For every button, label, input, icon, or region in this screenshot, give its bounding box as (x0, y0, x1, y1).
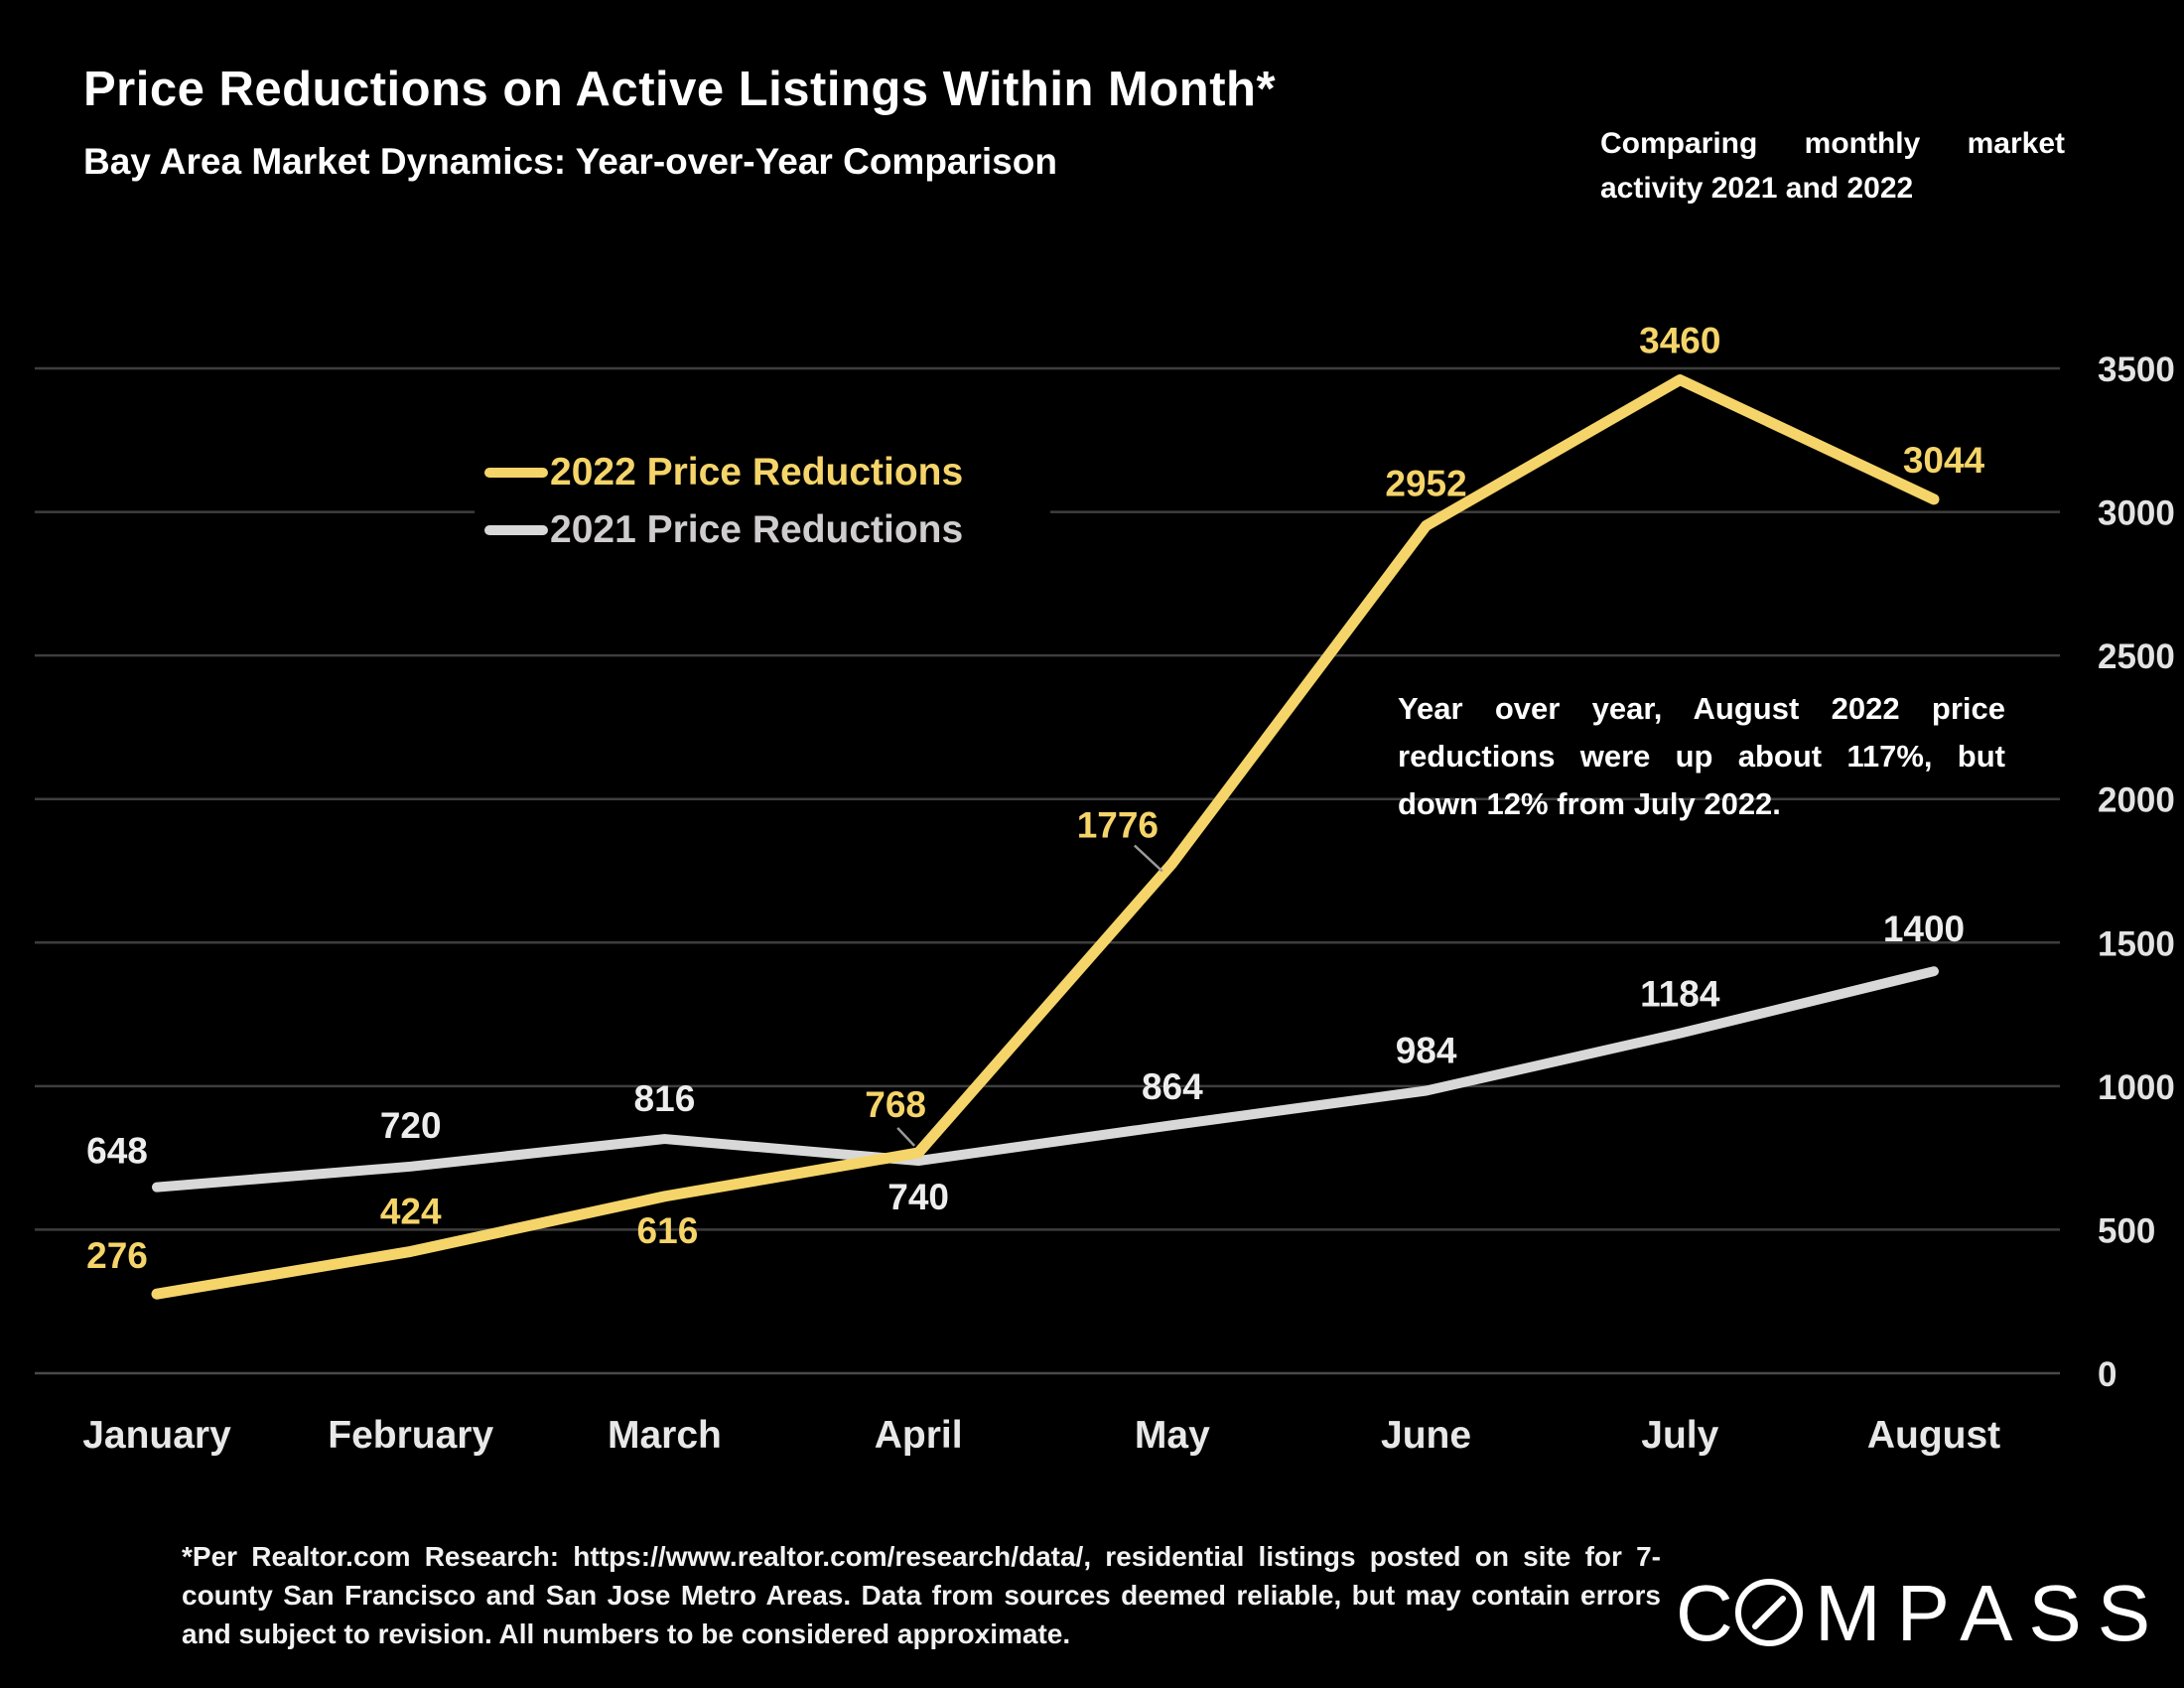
data-label-2022: 616 (637, 1210, 699, 1251)
y-tick-label: 2000 (2098, 781, 2175, 820)
footer-disclaimer: *Per Realtor.com Research: https://www.r… (182, 1541, 1661, 1650)
x-axis-label: May (1135, 1414, 1210, 1457)
x-axis-label: July (1641, 1414, 1718, 1457)
series-2022-swatch-icon (484, 468, 548, 478)
compass-logo: C MPASS (1676, 1569, 2166, 1657)
data-label-2022: 276 (86, 1235, 148, 1276)
label-leader-line (896, 1127, 916, 1147)
data-label-2021: 984 (1396, 1030, 1457, 1070)
legend-item-2022: 2022 Price Reductions (484, 451, 1040, 494)
data-label-2022: 3460 (1639, 321, 1720, 361)
y-tick-label: 500 (2098, 1211, 2155, 1250)
y-tick-label: 3000 (2098, 494, 2175, 533)
x-axis-label: August (1867, 1414, 2000, 1457)
series-line-2021 (152, 966, 1939, 1193)
compass-needle-icon (1735, 1579, 1803, 1646)
data-label-2022: 768 (865, 1084, 926, 1125)
chart-legend: 2022 Price Reductions 2021 Price Reducti… (475, 421, 1050, 582)
data-label-2021: 720 (380, 1105, 442, 1146)
page-subtitle: Bay Area Market Dynamics: Year-over-Year… (83, 141, 1057, 182)
svg-text:MPASS: MPASS (1815, 1569, 2166, 1657)
legend-label-2022: 2022 Price Reductions (550, 451, 964, 493)
data-label-2021: 740 (887, 1177, 949, 1217)
data-label-2022: 2952 (1385, 463, 1466, 503)
x-axis-label: April (875, 1414, 963, 1457)
data-label-2022: 424 (380, 1191, 442, 1231)
label-leader-line (1134, 844, 1163, 873)
y-tick-label: 2500 (2098, 637, 2175, 676)
y-tick-label: 1500 (2098, 924, 2175, 963)
x-axis-label: February (328, 1414, 493, 1457)
legend-item-2021: 2021 Price Reductions (484, 508, 1040, 552)
x-axis-label: March (608, 1414, 722, 1457)
y-tick-label: 3500 (2098, 351, 2175, 389)
x-axis-label: January (82, 1414, 231, 1457)
series-line-2022 (151, 374, 1940, 1300)
legend-label-2021: 2021 Price Reductions (550, 508, 964, 551)
data-label-2021: 1400 (1883, 909, 1965, 949)
y-tick-label: 1000 (2098, 1068, 2175, 1107)
page-title: Price Reductions on Active Listings With… (83, 63, 1277, 116)
data-label-2022: 3044 (1903, 440, 1985, 481)
x-axis-label: June (1381, 1414, 1471, 1457)
chart-annotation: Year over year, August 2022 price reduct… (1398, 691, 2005, 822)
data-label-2022: 1776 (1077, 804, 1159, 845)
data-label-2021: 1184 (1640, 974, 1720, 1015)
data-label-2021: 816 (634, 1078, 696, 1119)
series-2021-swatch-icon (484, 525, 548, 535)
y-tick-label: 0 (2098, 1355, 2116, 1394)
svg-text:C: C (1676, 1569, 1733, 1657)
data-label-2021: 648 (86, 1131, 148, 1172)
corner-note: Comparing monthly market activity 2021 a… (1600, 127, 2065, 205)
data-label-2021: 864 (1142, 1066, 1203, 1107)
